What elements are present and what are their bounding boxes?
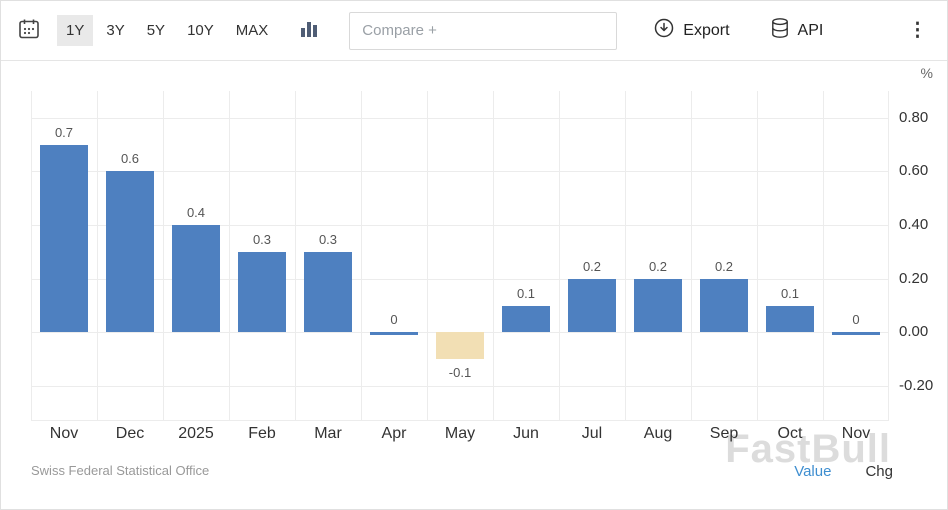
bar-value-label: -0.1	[448, 365, 472, 381]
api-button[interactable]: API	[770, 17, 824, 44]
gridline-vertical	[823, 91, 824, 421]
api-label: API	[797, 21, 824, 39]
gridline-vertical	[97, 91, 98, 421]
gridline-horizontal	[31, 386, 889, 388]
gridline-vertical	[31, 91, 32, 421]
x-axis: Nov Dec 2025 Feb Mar Apr May Jun Jul Aug Sep Oct Nov	[31, 425, 889, 451]
y-axis-unit: %	[920, 65, 933, 81]
bar[interactable]	[700, 278, 748, 333]
export-button[interactable]: Export	[653, 17, 730, 44]
range-button-3y[interactable]: 3Y	[97, 15, 133, 46]
y-axis-label: 0.20	[899, 269, 929, 287]
compare-input[interactable]: Compare +	[349, 11, 618, 50]
gridline-horizontal	[31, 117, 889, 119]
gridline-vertical	[888, 91, 889, 421]
gridline-vertical	[361, 91, 362, 421]
range-button-10y[interactable]: 10Y	[178, 15, 223, 46]
gridline-vertical	[493, 91, 494, 421]
chart-type-button[interactable]	[299, 19, 319, 42]
range-button-1y[interactable]: 1Y	[57, 15, 94, 46]
footer-toggle-group: Value Chg	[794, 463, 893, 480]
x-axis-label: Jul	[581, 425, 603, 442]
x-axis-label: Aug	[643, 425, 673, 442]
bar[interactable]	[436, 332, 484, 360]
x-axis-label: Mar	[314, 425, 342, 442]
x-axis-label: Apr	[381, 425, 407, 442]
y-axis-label: 0.80	[899, 108, 929, 126]
bar-value-label: 0.7	[54, 124, 74, 140]
x-axis-label: Feb	[248, 425, 276, 442]
gridline-vertical	[757, 91, 758, 421]
watermark: FastBull	[725, 427, 891, 471]
bar-value-label: 0.1	[780, 285, 800, 301]
y-axis: 0.80 0.60 0.40 0.20 0.00 -0.20	[893, 91, 947, 421]
bar[interactable]	[568, 278, 616, 333]
gridline-vertical	[559, 91, 560, 421]
gridline-horizontal	[31, 225, 889, 227]
plot-bottom-border	[31, 420, 889, 421]
range-button-5y[interactable]: 5Y	[138, 15, 174, 46]
chart-region: % 0.7 0.6 0.4 0.3 0.3 0 -0.1 0.1 0.2 0.2 0.2 0.1 0 0…	[1, 61, 947, 453]
gridline-vertical	[625, 91, 626, 421]
plot-area: 0.7 0.6 0.4 0.3 0.3 0 -0.1 0.1 0.2 0.2 0.2 0.1 0	[31, 91, 889, 421]
bar-value-label: 0.4	[186, 205, 206, 221]
bar[interactable]	[106, 171, 154, 333]
range-button-max[interactable]: MAX	[227, 15, 278, 46]
x-axis-label: Dec	[115, 425, 145, 442]
bar-value-label: 0.2	[714, 258, 734, 274]
value-toggle[interactable]: Value	[794, 463, 832, 480]
export-label: Export	[683, 21, 730, 39]
download-circle-icon	[653, 17, 675, 44]
footer: Swiss Federal Statistical Office Value C…	[1, 453, 947, 509]
bar[interactable]	[40, 144, 88, 333]
kebab-menu-icon[interactable]: ⋮	[908, 20, 927, 41]
x-axis-label: Nov	[841, 425, 871, 442]
gridline-vertical	[229, 91, 230, 421]
bar-value-label: 0	[390, 312, 398, 328]
x-axis-label: Sep	[709, 425, 739, 442]
calendar-button[interactable]	[17, 17, 41, 44]
y-axis-label: 0.00	[899, 323, 929, 341]
bar-value-label: 0.2	[648, 258, 668, 274]
database-icon	[770, 17, 790, 44]
bar-value-label: 0.3	[318, 231, 338, 247]
bar[interactable]	[172, 225, 220, 333]
bar-value-label: 0	[852, 312, 860, 328]
y-axis-label: 0.60	[899, 162, 929, 180]
bar[interactable]	[370, 332, 418, 336]
gridline-horizontal	[31, 171, 889, 173]
y-axis-label: -0.20	[899, 377, 934, 395]
bar[interactable]	[304, 251, 352, 333]
bar[interactable]	[238, 251, 286, 333]
chg-toggle[interactable]: Chg	[865, 463, 893, 480]
x-axis-label: Jun	[513, 425, 539, 442]
gridline-vertical	[427, 91, 428, 421]
x-axis-label: Oct	[777, 425, 803, 442]
gridline-vertical	[163, 91, 164, 421]
bar-value-label: 0.6	[120, 151, 140, 167]
bar[interactable]	[832, 332, 880, 336]
bar[interactable]	[502, 305, 550, 333]
time-range-group: 1Y 3Y 5Y 10Y MAX	[57, 15, 277, 46]
bar[interactable]	[766, 305, 814, 333]
x-axis-label: May	[444, 425, 476, 442]
bar-chart-icon	[299, 19, 319, 42]
gridline-vertical	[691, 91, 692, 421]
x-axis-label: 2025	[178, 425, 214, 442]
bar-value-label: 0.2	[582, 258, 602, 274]
bar[interactable]	[634, 278, 682, 333]
bar-value-label: 0.1	[516, 285, 536, 301]
data-source-label: Swiss Federal Statistical Office	[31, 463, 210, 478]
y-axis-label: 0.40	[899, 216, 929, 234]
calendar-icon	[17, 17, 41, 44]
x-axis-label: Nov	[49, 425, 79, 442]
compare-placeholder: Compare +	[362, 22, 437, 39]
toolbar: 1Y 3Y 5Y 10Y MAX Compare +	[1, 1, 947, 61]
bar-value-label: 0.3	[252, 231, 272, 247]
gridline-vertical	[295, 91, 296, 421]
gridline-horizontal	[31, 278, 889, 280]
